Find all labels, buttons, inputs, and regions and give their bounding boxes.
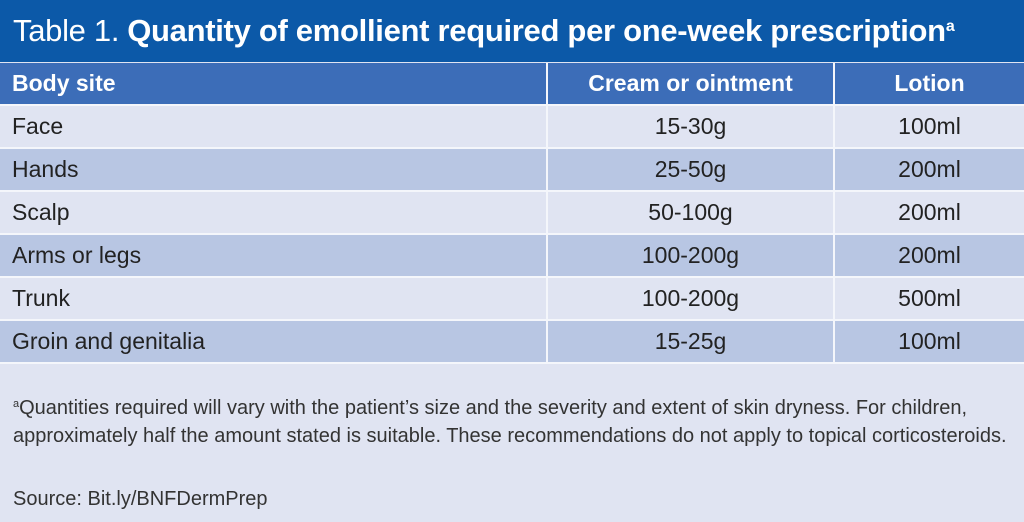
footnote-text: Quantities required will vary with the p… bbox=[13, 397, 1007, 447]
cell-cream: 50-100g bbox=[546, 190, 835, 235]
cell-lotion: 100ml bbox=[833, 104, 1024, 149]
table-number: Table 1. bbox=[13, 13, 120, 48]
table-row: Scalp 50-100g 200ml bbox=[0, 190, 1024, 235]
footnote-marker: a bbox=[13, 398, 20, 410]
cell-cream: 15-30g bbox=[546, 104, 835, 149]
cell-cream: 25-50g bbox=[546, 147, 835, 192]
header-cream-ointment: Cream or ointment bbox=[546, 63, 835, 106]
table-row: Trunk 100-200g 500ml bbox=[0, 276, 1024, 321]
cell-body-site: Hands bbox=[0, 147, 548, 192]
cell-body-site: Arms or legs bbox=[0, 233, 548, 278]
cell-body-site: Face bbox=[0, 104, 548, 149]
cell-body-site: Trunk bbox=[0, 276, 548, 321]
cell-body-site: Groin and genitalia bbox=[0, 319, 548, 364]
cell-lotion: 200ml bbox=[833, 147, 1024, 192]
header-lotion: Lotion bbox=[833, 63, 1024, 106]
title-footnote-marker: a bbox=[945, 18, 955, 35]
cell-cream: 100-200g bbox=[546, 233, 835, 278]
cell-cream: 100-200g bbox=[546, 276, 835, 321]
emollient-table: Body site Cream or ointment Lotion Face … bbox=[0, 63, 1024, 364]
table-title-text: Quantity of emollient required per one-w… bbox=[127, 13, 955, 49]
footnote: aQuantities required will vary with the … bbox=[13, 391, 1013, 450]
table-row: Hands 25-50g 200ml bbox=[0, 147, 1024, 192]
cell-lotion: 200ml bbox=[833, 233, 1024, 278]
table-title: Table 1. Quantity of emollient required … bbox=[0, 0, 1024, 62]
table-row: Face 15-30g 100ml bbox=[0, 104, 1024, 149]
cell-body-site: Scalp bbox=[0, 190, 548, 235]
title-main-text: Quantity of emollient required per one-w… bbox=[127, 13, 946, 48]
table-row: Groin and genitalia 15-25g 100ml bbox=[0, 319, 1024, 364]
cell-lotion: 200ml bbox=[833, 190, 1024, 235]
cell-lotion: 100ml bbox=[833, 319, 1024, 364]
cell-lotion: 500ml bbox=[833, 276, 1024, 321]
table-header-row: Body site Cream or ointment Lotion bbox=[0, 63, 1024, 106]
cell-cream: 15-25g bbox=[546, 319, 835, 364]
source-citation: Source: Bit.ly/BNFDermPrep bbox=[13, 488, 268, 510]
header-body-site: Body site bbox=[0, 63, 548, 106]
table-row: Arms or legs 100-200g 200ml bbox=[0, 233, 1024, 278]
